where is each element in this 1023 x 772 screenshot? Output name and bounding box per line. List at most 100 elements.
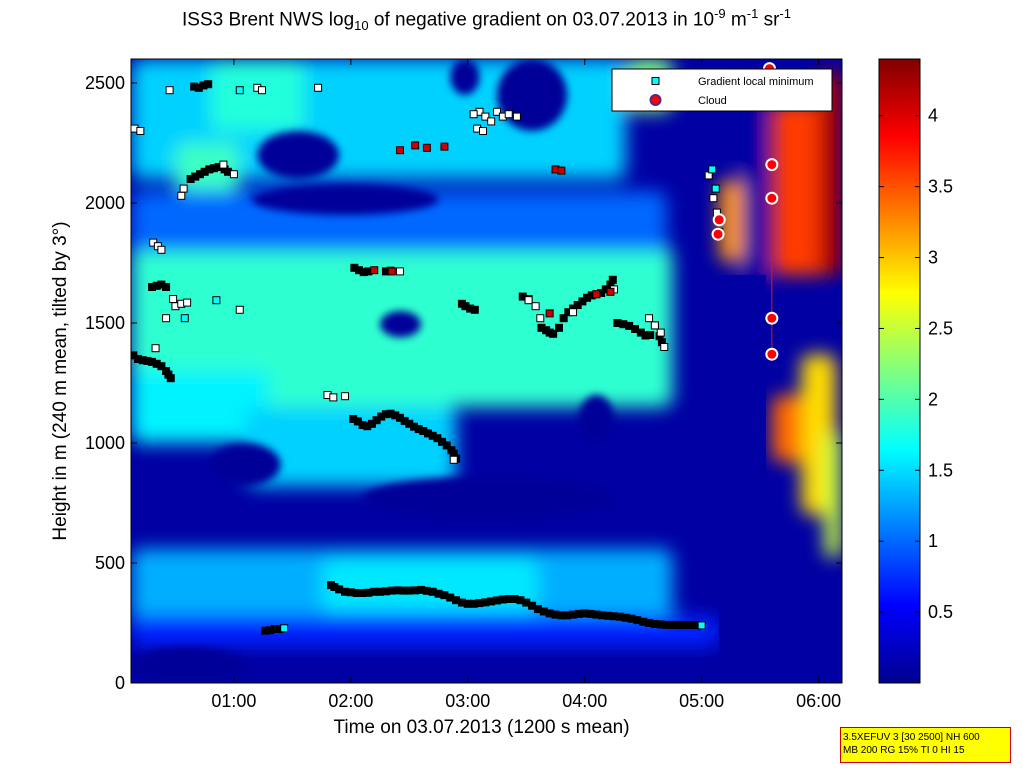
markers-layer <box>131 62 779 635</box>
gradient-minimum-marker <box>536 314 545 323</box>
x-tick-label: 02:00 <box>328 691 373 711</box>
heatmap-region <box>771 395 807 463</box>
chart-title: ISS3 Brent NWS log10 of negative gradien… <box>0 6 973 33</box>
y-tick-label: 500 <box>95 553 125 573</box>
parameter-box: 3.5XEFUV 3 [30 2500] NH 600 MB 200 RG 15… <box>840 727 1011 763</box>
gradient-minimum-marker <box>162 314 171 323</box>
gradient-minimum-marker <box>555 323 564 332</box>
legend: Gradient local minimum Cloud <box>611 68 833 112</box>
x-tick-label: 01:00 <box>211 691 256 711</box>
heatmap-region <box>321 558 538 611</box>
colorbar-tick-label: 1.5 <box>928 460 953 480</box>
y-tick-label: 1000 <box>85 433 125 453</box>
gradient-minimum-marker <box>229 170 238 179</box>
gradient-minimum-marker <box>709 194 718 203</box>
gradient-minimum-marker <box>169 295 178 303</box>
cloud-marker <box>711 227 725 241</box>
gradient-minimum-marker <box>157 245 166 254</box>
gradient-minimum-marker <box>478 127 487 135</box>
gradient-minimum-marker <box>592 290 601 299</box>
gradient-minimum-marker <box>151 344 160 353</box>
gradient-minimum-marker <box>559 314 568 323</box>
heatmap-hole <box>210 443 281 487</box>
gradient-minimum-marker <box>440 142 449 151</box>
y-tick-label: 0 <box>115 673 125 693</box>
gradient-minimum-marker <box>481 112 490 121</box>
heatmap-clip <box>131 59 842 683</box>
gradient-minimum-marker <box>387 267 396 276</box>
gradient-minimum-marker <box>136 127 145 135</box>
heatmap-hole <box>131 647 246 683</box>
gradient-minimum-marker <box>708 165 717 174</box>
gradient-minimum-marker <box>660 343 669 351</box>
colorbar-tick-label: 2.5 <box>928 318 953 338</box>
colorbar-tick-label: 2 <box>928 389 938 409</box>
x-tick-label: 04:00 <box>562 691 607 711</box>
title-unit-m: m <box>725 9 747 31</box>
gradient-minimum-marker <box>166 374 175 383</box>
cloud-marker <box>765 347 779 361</box>
colorbar-gradient <box>878 58 921 684</box>
gradient-minimum-marker <box>395 146 404 155</box>
y-axis-label: Height in m (240 m mean, tilted by 3°) <box>50 221 71 540</box>
colorbar-tick-label: 0.5 <box>928 602 953 622</box>
gradient-minimum-marker <box>219 160 228 169</box>
gradient-minimum-marker <box>504 110 513 119</box>
legend-label: Cloud <box>698 95 727 107</box>
parameter-line-2: MB 200 RG 15% TI 0 HI 15 <box>843 745 965 756</box>
gradient-minimum-marker <box>549 329 558 338</box>
cloud-marker <box>765 191 779 205</box>
gradient-minimum-marker <box>645 314 654 323</box>
cloud-marker <box>765 158 779 172</box>
heatmap-hole <box>497 59 568 131</box>
gradient-minimum-marker <box>487 117 496 126</box>
heatmap-hole <box>450 59 480 95</box>
heatmap-region <box>131 371 269 443</box>
gradient-minimum-marker <box>512 112 521 121</box>
axes-layer: 01:00 02:00 03:00 04:00 05:00 06:00 0 500 1000 15… <box>50 58 843 738</box>
heatmap-region <box>245 407 457 487</box>
gradient-minimum-marker <box>212 296 221 305</box>
gradient-minimum-marker <box>569 308 578 317</box>
title-prefix: ISS3 Brent NWS log <box>182 9 355 31</box>
heatmap-hole <box>251 183 439 215</box>
heatmap-region <box>818 71 842 275</box>
gradient-minimum-marker <box>442 441 451 450</box>
heatmap-region <box>719 179 743 263</box>
x-tick-label: 06:00 <box>796 691 841 711</box>
x-tick-label: 05:00 <box>679 691 724 711</box>
gradient-minimum-marker <box>329 393 338 402</box>
marker-clip <box>131 62 779 635</box>
gradient-minimum-marker <box>524 296 533 305</box>
gradient-minimum-marker <box>557 166 566 175</box>
title-sub: 10 <box>354 18 369 34</box>
y-tick-label: 2500 <box>85 73 125 93</box>
heatmap-hole <box>257 131 340 179</box>
gradient-minimum-marker <box>235 305 244 314</box>
legend-marker-square <box>651 77 660 85</box>
colorbar-tick-label: 3.5 <box>928 177 953 197</box>
title-exp-3: -1 <box>779 6 791 21</box>
cloud-marker <box>712 213 726 227</box>
heatmap-region <box>131 615 720 647</box>
gradient-minimum-marker <box>606 287 615 296</box>
gradient-minimum-marker <box>179 184 188 193</box>
gradient-minimum-marker <box>449 455 458 464</box>
gradient-minimum-marker <box>183 298 192 307</box>
title-middle: of negative gradient on 03.07.2013 in 10 <box>368 9 715 31</box>
gradient-minimum-marker <box>531 302 540 311</box>
gradient-minimum-marker <box>204 80 213 89</box>
x-axis-label: Time on 03.07.2013 (1200 s mean) <box>333 717 629 738</box>
heatmap-holes <box>131 59 614 683</box>
gradient-minimum-marker <box>257 86 266 95</box>
gradient-minimum-marker <box>314 83 323 92</box>
legend-marker-circle <box>649 94 662 106</box>
gradient-minimum-marker <box>157 362 166 371</box>
heatmap-hole <box>380 311 422 338</box>
gradient-minimum-marker <box>545 309 554 318</box>
gradient-minimum-marker <box>711 184 720 193</box>
gradient-minimum-marker <box>646 331 655 339</box>
gradient-minimum-marker <box>656 328 665 337</box>
